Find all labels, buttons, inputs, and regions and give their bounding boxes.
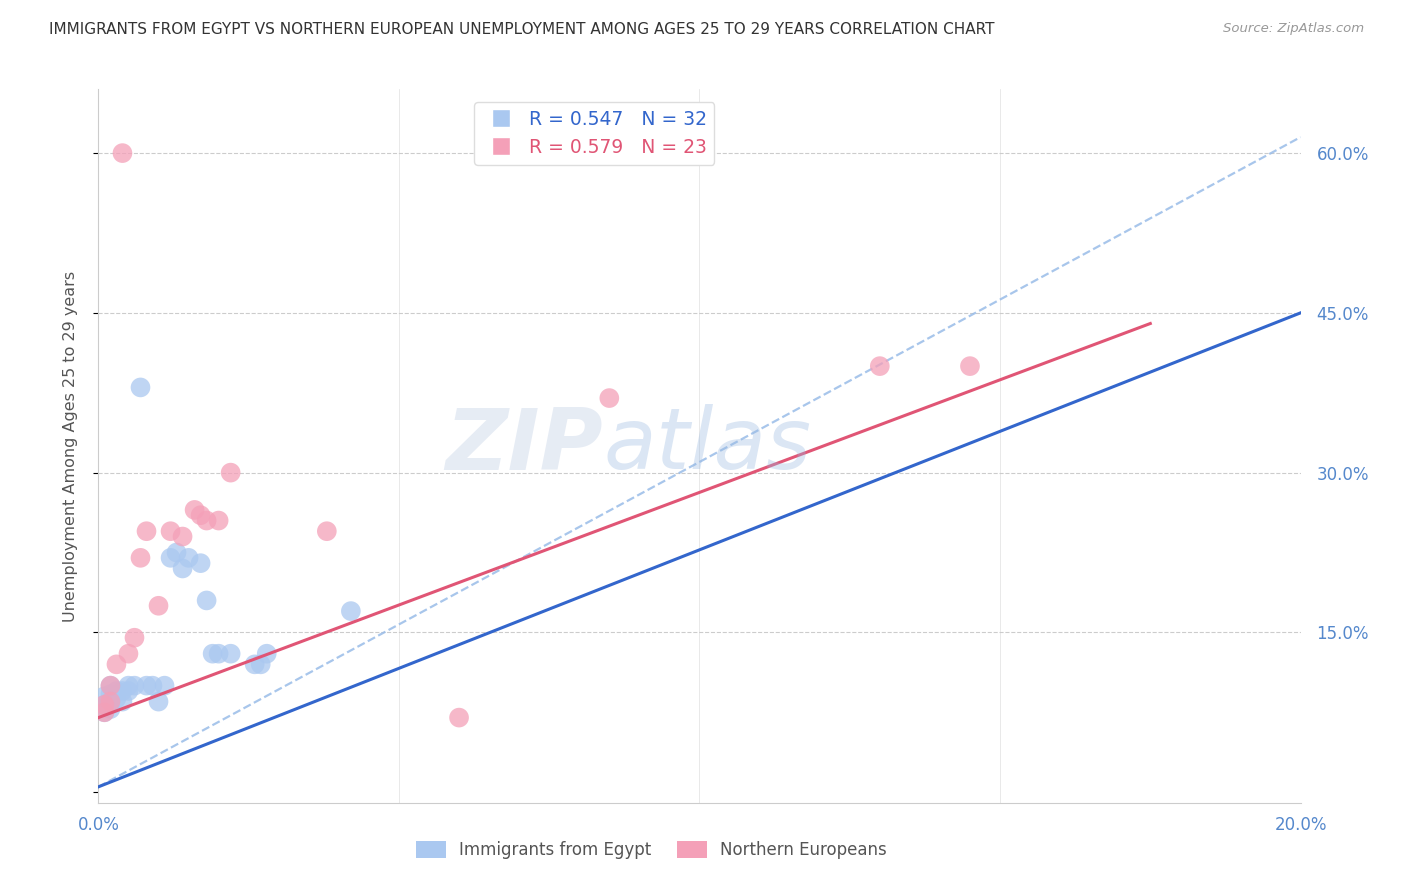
Point: [172, 529, 194, 543]
Point: [93, 690, 115, 704]
Point: [249, 657, 271, 672]
Point: [208, 514, 231, 528]
Point: [219, 466, 242, 480]
Point: [111, 684, 134, 698]
Point: [340, 604, 363, 618]
Point: [100, 679, 122, 693]
Point: [148, 695, 170, 709]
Point: [100, 695, 122, 709]
Point: [135, 524, 157, 539]
Point: [959, 359, 981, 373]
Point: [93, 706, 115, 720]
Point: [93, 698, 115, 712]
Legend: Immigrants from Egypt, Northern Europeans: Immigrants from Egypt, Northern European…: [409, 834, 893, 866]
Point: [93, 706, 115, 720]
Point: [172, 561, 194, 575]
Point: [447, 710, 470, 724]
Point: [129, 380, 152, 394]
Point: [141, 679, 163, 693]
Point: [243, 657, 266, 672]
Point: [100, 695, 122, 709]
Point: [219, 647, 242, 661]
Point: [190, 556, 212, 570]
Point: [183, 503, 205, 517]
Point: [256, 647, 278, 661]
Point: [100, 679, 122, 693]
Point: [105, 691, 128, 706]
Point: [124, 631, 146, 645]
Point: [159, 524, 181, 539]
Point: [201, 647, 224, 661]
Point: [153, 679, 176, 693]
Point: [208, 647, 231, 661]
Point: [117, 684, 139, 698]
Point: [93, 698, 115, 712]
Point: [190, 508, 212, 523]
Point: [166, 545, 188, 559]
Point: [117, 679, 139, 693]
Point: [315, 524, 337, 539]
Point: [869, 359, 891, 373]
Point: [148, 599, 170, 613]
Point: [105, 684, 128, 698]
Point: [195, 593, 218, 607]
Point: [135, 679, 157, 693]
Point: [129, 550, 152, 565]
Text: Source: ZipAtlas.com: Source: ZipAtlas.com: [1223, 22, 1364, 36]
Point: [195, 514, 218, 528]
Point: [105, 657, 128, 672]
Point: [159, 550, 181, 565]
Text: atlas: atlas: [603, 404, 811, 488]
Point: [177, 550, 200, 565]
Y-axis label: Unemployment Among Ages 25 to 29 years: Unemployment Among Ages 25 to 29 years: [63, 270, 77, 622]
Point: [111, 695, 134, 709]
Point: [100, 687, 122, 701]
Point: [117, 647, 139, 661]
Point: [111, 146, 134, 161]
Text: IMMIGRANTS FROM EGYPT VS NORTHERN EUROPEAN UNEMPLOYMENT AMONG AGES 25 TO 29 YEAR: IMMIGRANTS FROM EGYPT VS NORTHERN EUROPE…: [49, 22, 994, 37]
Point: [100, 702, 122, 716]
Point: [598, 391, 620, 405]
Point: [124, 679, 146, 693]
Text: ZIP: ZIP: [446, 404, 603, 488]
